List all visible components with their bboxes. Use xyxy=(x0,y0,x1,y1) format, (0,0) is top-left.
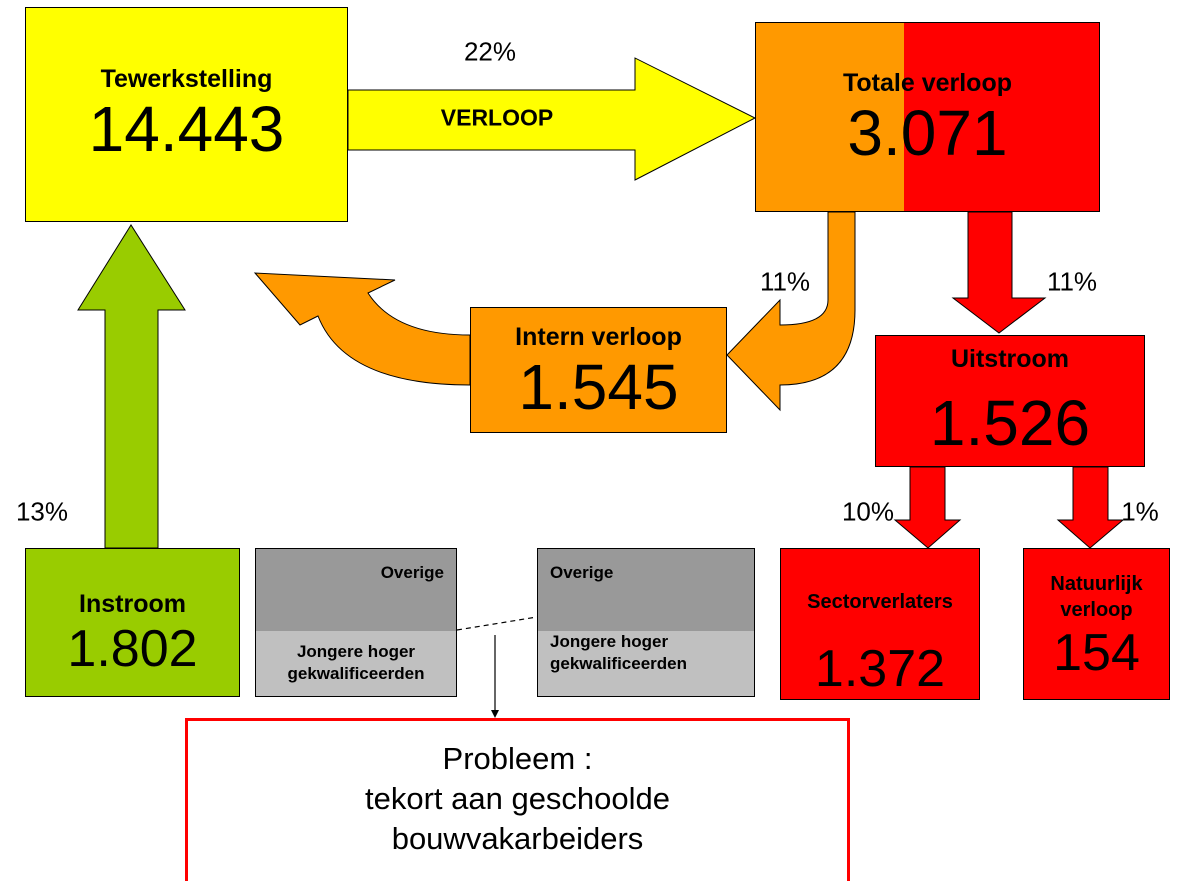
node-sectorverlaters: Sectorverlaters 1.372 xyxy=(780,548,980,700)
node-value: 3.071 xyxy=(847,97,1008,169)
edge-percent: 10% xyxy=(841,496,895,527)
node-value: 1.372 xyxy=(814,640,946,698)
split-bottom: Jongere hoger gekwalificeerden xyxy=(256,631,456,696)
text-line: gekwalificeerden xyxy=(287,664,425,683)
edge-percent: 11% xyxy=(759,266,811,297)
arrow-intern xyxy=(726,211,856,412)
edge-percent: 1% xyxy=(1121,496,1159,527)
node-label: Intern verloop xyxy=(515,323,682,351)
node-label: Uitstroom xyxy=(950,345,1070,373)
node-value: 14.443 xyxy=(88,93,285,165)
node-natuurlijk-verloop: Natuurlijk verloop 154 xyxy=(1023,548,1170,700)
split-box: Overige Jongere hoger gekwalificeerden xyxy=(255,548,457,697)
node-value: 154 xyxy=(1053,624,1140,682)
split-bottom: Jongere hoger gekwalificeerden xyxy=(538,631,754,696)
arrow-instroom xyxy=(77,224,186,549)
node-tewerkstelling: Tewerkstelling 14.443 xyxy=(25,7,348,222)
pointer-head xyxy=(491,710,499,718)
edge-percent: 13% xyxy=(15,496,69,527)
arrow-uitstroom xyxy=(951,211,1047,334)
text-line: Jongere hoger xyxy=(296,642,416,661)
edge-percent: 11% xyxy=(1046,266,1098,297)
node-instroom: Instroom 1.802 xyxy=(25,548,240,697)
arrow-sectorverlaters xyxy=(893,466,962,549)
edge-percent: 22% xyxy=(463,36,517,67)
problem-line: bouwvakarbeiders xyxy=(391,821,644,856)
text-line: gekwalificeerden xyxy=(550,654,688,673)
dashed-link xyxy=(456,616,538,631)
problem-line: Probleem : xyxy=(442,741,593,776)
node-uitstroom: Uitstroom 1.526 xyxy=(875,335,1145,467)
arrow-verloop xyxy=(347,57,757,181)
problem-line: tekort aan geschoolde xyxy=(364,781,671,816)
arrow-intern-back xyxy=(253,272,471,386)
node-label: Sectorverlaters xyxy=(807,591,953,613)
node-intern-verloop: Intern verloop 1.545 xyxy=(470,307,727,433)
split-top: Overige xyxy=(256,549,456,645)
node-label: Tewerkstelling xyxy=(100,65,273,93)
node-value: 1.545 xyxy=(518,351,679,423)
arrow-natuurlijk xyxy=(1056,466,1125,549)
split-box: Overige Jongere hoger gekwalificeerden xyxy=(537,548,755,697)
text-line: Jongere hoger xyxy=(550,632,669,651)
node-label: Instroom xyxy=(79,590,186,618)
edge-label: VERLOOP xyxy=(440,104,554,131)
problem-box: Probleem : tekort aan geschoolde bouwvak… xyxy=(185,718,850,881)
node-totale-verloop: Totale verloop 3.071 xyxy=(755,22,1100,212)
node-label: Totale verloop xyxy=(842,69,1012,97)
node-label: verloop xyxy=(1060,599,1133,621)
split-top: Overige xyxy=(538,549,754,645)
node-value: 1.526 xyxy=(929,387,1091,459)
node-label: Natuurlijk xyxy=(1050,573,1143,595)
node-value: 1.802 xyxy=(67,620,198,678)
